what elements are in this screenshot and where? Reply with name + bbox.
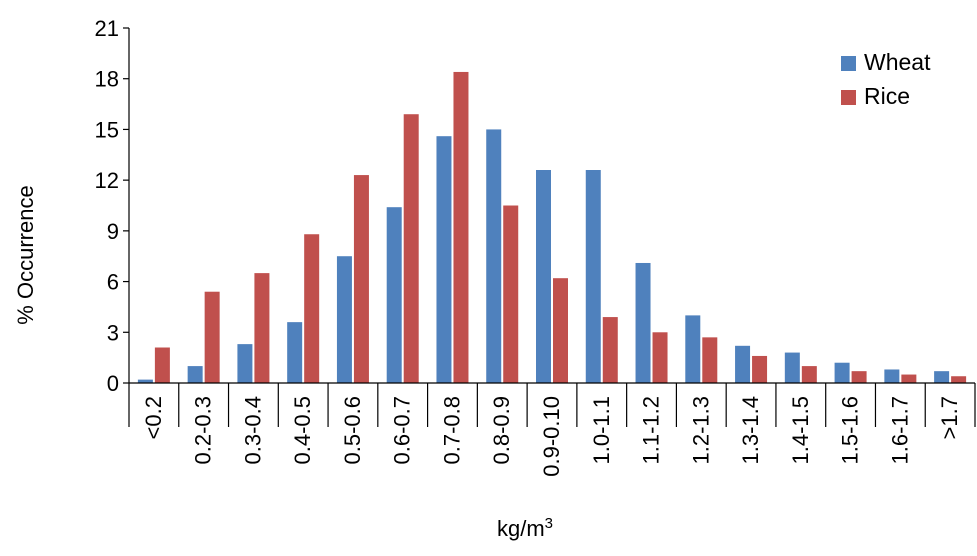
legend: Wheat Rice [841,49,931,109]
wheat-bar-4 [336,256,352,383]
y-axis-title: % Occurrence [13,185,38,324]
rice-bar-2 [254,273,270,383]
labels-layer: 0 3 6 9 12 15 18 21 <0.2 0.2-0.3 0.3-0.4 0.4-0.5 0.5… [95,16,963,477]
y-tick-label-2: 6 [107,270,119,295]
rice-bar-9 [602,317,618,383]
rice-bar-8 [553,278,568,383]
y-tick-label-4: 12 [95,168,119,193]
rice-bar-6 [453,71,469,383]
wheat-bar-11 [685,315,701,383]
y-tick-label-6: 18 [95,67,119,92]
x-tick-label-8: 0.9-0.10 [539,396,564,477]
rice-bar-15 [901,374,917,383]
x-tick-label-6: 0.7-0.8 [439,396,464,465]
rice-bar-13 [801,366,817,383]
x-tick-label-15: 1.6-1.7 [887,396,912,465]
wheat-bar-9 [585,170,601,383]
rice-bar-11 [702,337,718,383]
x-tick-label-1: 0.2-0.3 [191,396,216,465]
x-tick-label-5: 0.6-0.7 [390,396,415,465]
wheat-bar-2 [237,344,253,383]
rice-bar-5 [403,114,419,383]
wheat-bar-7 [486,129,502,383]
y-tick-label-3: 9 [107,219,119,244]
rice-bar-0 [154,347,170,383]
x-tick-label-14: 1.5-1.6 [838,396,863,465]
x-axis-title-superscript: 3 [545,515,553,532]
x-tick-label-4: 0.5-0.6 [340,396,365,465]
x-tick-label-7: 0.8-0.9 [489,396,514,465]
wheat-bar-12 [735,345,751,383]
wheat-bar-16 [934,371,950,383]
x-tick-label-16: >1.7 [937,396,962,439]
rice-bar-16 [951,376,967,383]
wheat-legend-swatch [841,56,856,71]
wheat-legend-label: Wheat [864,49,931,75]
x-tick-label-9: 1.0-1.1 [589,396,614,465]
rice-bar-3 [304,234,320,383]
rice-bar-7 [503,205,519,383]
wheat-bar-10 [635,262,651,383]
x-tick-label-11: 1.2-1.3 [688,396,713,465]
wheat-bar-3 [287,322,303,383]
x-tick-label-12: 1.3-1.4 [738,396,763,465]
wheat-bar-15 [884,369,900,383]
x-tick-label-3: 0.4-0.5 [290,396,315,465]
x-tick-label-2: 0.3-0.4 [240,396,265,465]
x-tick-label-10: 1.1-1.2 [639,396,664,465]
axes-layer [123,27,976,427]
y-tick-label-0: 0 [107,371,119,396]
wheat-bar-5 [386,207,402,383]
x-axis-title-base: kg/m [497,516,545,541]
rice-bar-14 [851,371,867,383]
y-tick-label-7: 21 [95,16,119,41]
wheat-bar-14 [834,362,850,383]
x-axis-title: kg/m3 [497,515,553,541]
x-tick-label-0: <0.2 [141,396,166,439]
rice-bar-4 [353,175,369,383]
rice-bar-10 [652,332,668,383]
y-tick-label-5: 15 [95,117,119,142]
bars-layer [137,71,967,383]
wheat-bar-0 [137,379,153,383]
rice-bar-12 [752,355,768,383]
y-tick-label-1: 3 [107,320,119,345]
wheat-bar-13 [784,352,800,383]
wheat-bar-8 [536,170,551,383]
wheat-bar-6 [436,136,452,383]
rice-legend-label: Rice [864,83,910,109]
rice-bar-1 [204,291,220,383]
wheat-bar-1 [187,366,203,383]
rice-legend-swatch [841,90,856,105]
x-tick-label-13: 1.4-1.5 [788,396,813,465]
